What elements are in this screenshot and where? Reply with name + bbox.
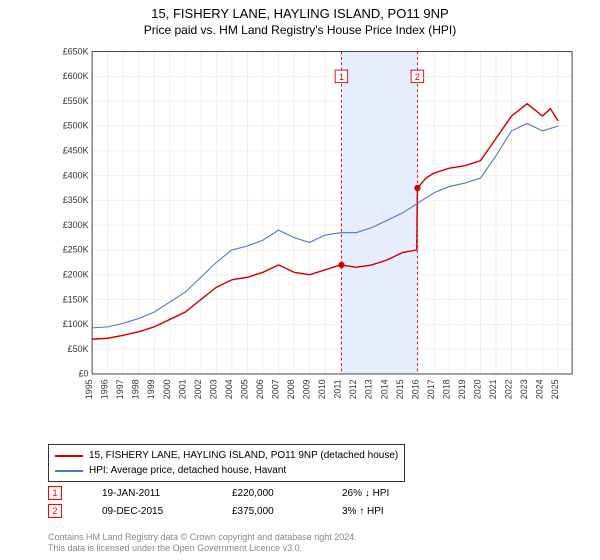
svg-text:2022: 2022: [504, 379, 514, 399]
legend: 15, FISHERY LANE, HAYLING ISLAND, PO11 9…: [48, 444, 405, 482]
svg-text:2010: 2010: [317, 379, 327, 399]
sales-table: 1 19-JAN-2011 £220,000 26% ↓ HPI 2 09-DEC-201…: [48, 484, 432, 520]
svg-text:2015: 2015: [395, 379, 405, 399]
sale-delta: 3% ↑ HPI: [342, 506, 432, 517]
svg-text:1: 1: [339, 72, 344, 82]
svg-text:2004: 2004: [224, 379, 234, 399]
svg-text:£100K: £100K: [63, 319, 89, 329]
svg-text:£150K: £150K: [63, 294, 89, 304]
footer-attribution: Contains HM Land Registry data © Crown c…: [48, 532, 357, 554]
sale-marker: 1: [48, 486, 62, 500]
svg-text:£350K: £350K: [63, 195, 89, 205]
svg-text:2012: 2012: [348, 379, 358, 399]
svg-text:£650K: £650K: [63, 46, 89, 56]
svg-text:2006: 2006: [255, 379, 265, 399]
sale-delta: 26% ↓ HPI: [342, 488, 432, 499]
sale-price: £220,000: [232, 488, 302, 499]
footer-line2: This data is licensed under the Open Gov…: [48, 543, 357, 554]
svg-text:2013: 2013: [364, 379, 374, 399]
svg-text:2008: 2008: [286, 379, 296, 399]
svg-text:£200K: £200K: [63, 269, 89, 279]
svg-text:£0: £0: [79, 369, 89, 379]
svg-text:1997: 1997: [115, 379, 125, 399]
svg-text:£500K: £500K: [63, 121, 89, 131]
legend-label: HPI: Average price, detached house, Hava…: [89, 463, 286, 478]
svg-text:2020: 2020: [472, 379, 482, 399]
svg-text:2018: 2018: [441, 379, 451, 399]
svg-text:2024: 2024: [535, 379, 545, 399]
svg-text:2017: 2017: [426, 379, 436, 399]
svg-text:1999: 1999: [146, 379, 156, 399]
svg-text:2023: 2023: [519, 379, 529, 399]
svg-text:2021: 2021: [488, 379, 498, 399]
sale-row: 2 09-DEC-2015 £375,000 3% ↑ HPI: [48, 502, 432, 520]
footer-line1: Contains HM Land Registry data © Crown c…: [48, 532, 357, 543]
svg-text:2001: 2001: [177, 379, 187, 399]
sale-date: 09-DEC-2015: [102, 506, 192, 517]
svg-text:2025: 2025: [550, 379, 560, 399]
svg-text:2: 2: [415, 72, 420, 82]
chart-svg: 1 2 £0 £50K £100K £150K £200K £250K £300K £350K £4…: [48, 48, 584, 408]
sale-price: £375,000: [232, 506, 302, 517]
svg-text:2005: 2005: [239, 379, 249, 399]
legend-item: 15, FISHERY LANE, HAYLING ISLAND, PO11 9…: [55, 448, 398, 463]
sale-date: 19-JAN-2011: [102, 488, 192, 499]
svg-text:2007: 2007: [271, 379, 281, 399]
svg-text:£450K: £450K: [63, 145, 89, 155]
chart-subtitle: Price paid vs. HM Land Registry's House …: [0, 23, 600, 41]
legend-swatch: [55, 470, 83, 472]
svg-text:2019: 2019: [457, 379, 467, 399]
legend-label: 15, FISHERY LANE, HAYLING ISLAND, PO11 9…: [89, 448, 398, 463]
svg-text:£600K: £600K: [63, 71, 89, 81]
svg-text:2003: 2003: [208, 379, 218, 399]
svg-text:2002: 2002: [193, 379, 203, 399]
svg-text:2014: 2014: [379, 379, 389, 399]
svg-text:£50K: £50K: [68, 344, 89, 354]
sale-row: 1 19-JAN-2011 £220,000 26% ↓ HPI: [48, 484, 432, 502]
chart-plot-area: 1 2 £0 £50K £100K £150K £200K £250K £300K £350K £4…: [48, 48, 584, 408]
chart-title: 15, FISHERY LANE, HAYLING ISLAND, PO11 9…: [0, 0, 600, 23]
legend-item: HPI: Average price, detached house, Hava…: [55, 463, 398, 478]
svg-text:£550K: £550K: [63, 96, 89, 106]
svg-text:2009: 2009: [302, 379, 312, 399]
sale-marker: 2: [48, 504, 62, 518]
svg-text:2011: 2011: [333, 379, 343, 398]
svg-text:1995: 1995: [84, 379, 94, 399]
svg-text:£250K: £250K: [63, 245, 89, 255]
svg-text:1998: 1998: [131, 379, 141, 399]
svg-text:£300K: £300K: [63, 220, 89, 230]
legend-swatch: [55, 455, 83, 457]
svg-text:1996: 1996: [100, 379, 110, 399]
svg-text:£400K: £400K: [63, 170, 89, 180]
svg-text:2000: 2000: [162, 379, 172, 399]
svg-text:2016: 2016: [410, 379, 420, 399]
